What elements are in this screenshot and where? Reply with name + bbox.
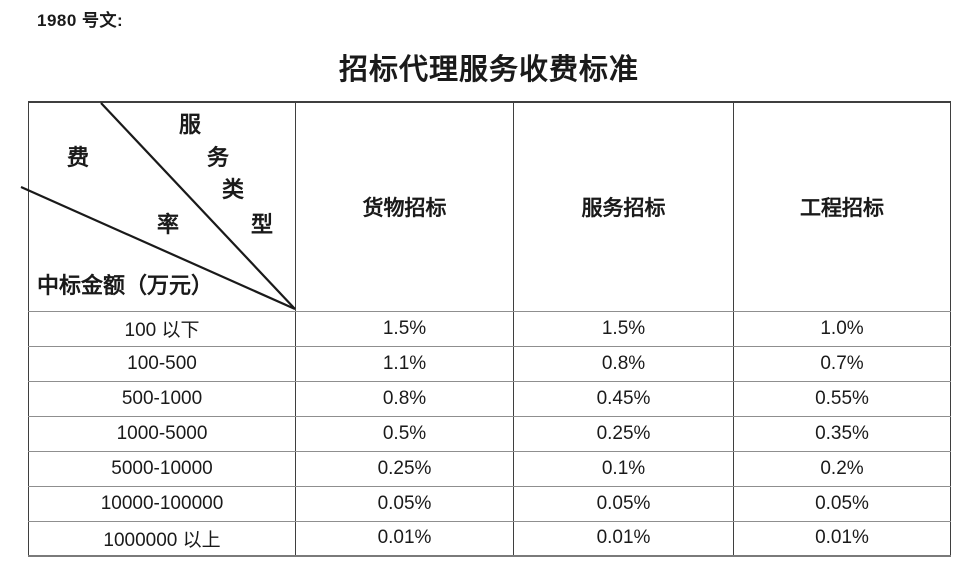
- amount-range-cell: 5000-10000: [28, 450, 296, 487]
- service-rate-cell: 0.01%: [513, 520, 734, 557]
- works-rate-cell: 0.35%: [733, 415, 951, 452]
- corner-type-label-char: 型: [251, 212, 274, 237]
- table-row: 500-1000 0.8% 0.45% 0.55%: [28, 380, 951, 417]
- corner-rate-label-char: 费: [67, 145, 90, 170]
- header-row: 服 费 务 类 率 型 中标金额（万元） 货物招标 服务招标 工程招标: [20, 101, 951, 312]
- table-row: 1000-5000 0.5% 0.25% 0.35%: [28, 415, 951, 452]
- amount-range-cell: 100 以下: [28, 310, 296, 347]
- doc-number: 1980 号文:: [37, 11, 124, 30]
- service-rate-cell: 0.1%: [513, 450, 734, 487]
- amount-range-cell: 500-1000: [28, 380, 296, 417]
- table-row: 100-500 1.1% 0.8% 0.7%: [28, 345, 951, 382]
- goods-rate-cell: 0.25%: [295, 450, 514, 487]
- page-title: 招标代理服务收费标准: [338, 54, 639, 86]
- service-rate-cell: 0.45%: [513, 380, 734, 417]
- goods-rate-cell: 0.8%: [295, 380, 514, 417]
- corner-cell: 服 费 务 类 率 型 中标金额（万元）: [20, 101, 296, 312]
- table-row: 10000-100000 0.05% 0.05% 0.05%: [28, 485, 951, 522]
- amount-range-cell: 1000-5000: [28, 415, 296, 452]
- table-row: 1000000 以上 0.01% 0.01% 0.01%: [28, 520, 951, 557]
- table-row: 5000-10000 0.25% 0.1% 0.2%: [28, 450, 951, 487]
- column-header-service: 服务招标: [513, 101, 734, 312]
- corner-type-label-char: 务: [207, 145, 230, 170]
- table-row: 100 以下 1.5% 1.5% 1.0%: [28, 310, 951, 347]
- service-rate-cell: 0.25%: [513, 415, 734, 452]
- goods-rate-cell: 1.1%: [295, 345, 514, 382]
- fee-table: 服 费 务 类 率 型 中标金额（万元） 货物招标 服务招标 工程招标 100 …: [20, 101, 951, 557]
- service-rate-cell: 1.5%: [513, 310, 734, 347]
- goods-rate-cell: 0.01%: [295, 520, 514, 557]
- works-rate-cell: 0.55%: [733, 380, 951, 417]
- works-rate-cell: 1.0%: [733, 310, 951, 347]
- service-rate-cell: 0.05%: [513, 485, 734, 522]
- corner-type-label-char: 服: [179, 112, 202, 137]
- amount-range-cell: 100-500: [28, 345, 296, 382]
- service-rate-cell: 0.8%: [513, 345, 734, 382]
- column-header-works: 工程招标: [733, 101, 951, 312]
- corner-rate-label-char: 率: [157, 212, 180, 237]
- corner-amount-label: 中标金额（万元）: [37, 273, 214, 298]
- works-rate-cell: 0.05%: [733, 485, 951, 522]
- goods-rate-cell: 0.5%: [295, 415, 514, 452]
- corner-type-label-char: 类: [222, 177, 245, 202]
- works-rate-cell: 0.7%: [733, 345, 951, 382]
- column-header-goods: 货物招标: [295, 101, 514, 312]
- works-rate-cell: 0.2%: [733, 450, 951, 487]
- works-rate-cell: 0.01%: [733, 520, 951, 557]
- goods-rate-cell: 1.5%: [295, 310, 514, 347]
- amount-range-cell: 1000000 以上: [28, 520, 296, 557]
- amount-range-cell: 10000-100000: [28, 485, 296, 522]
- goods-rate-cell: 0.05%: [295, 485, 514, 522]
- diagonal-divider-lines: [20, 102, 296, 311]
